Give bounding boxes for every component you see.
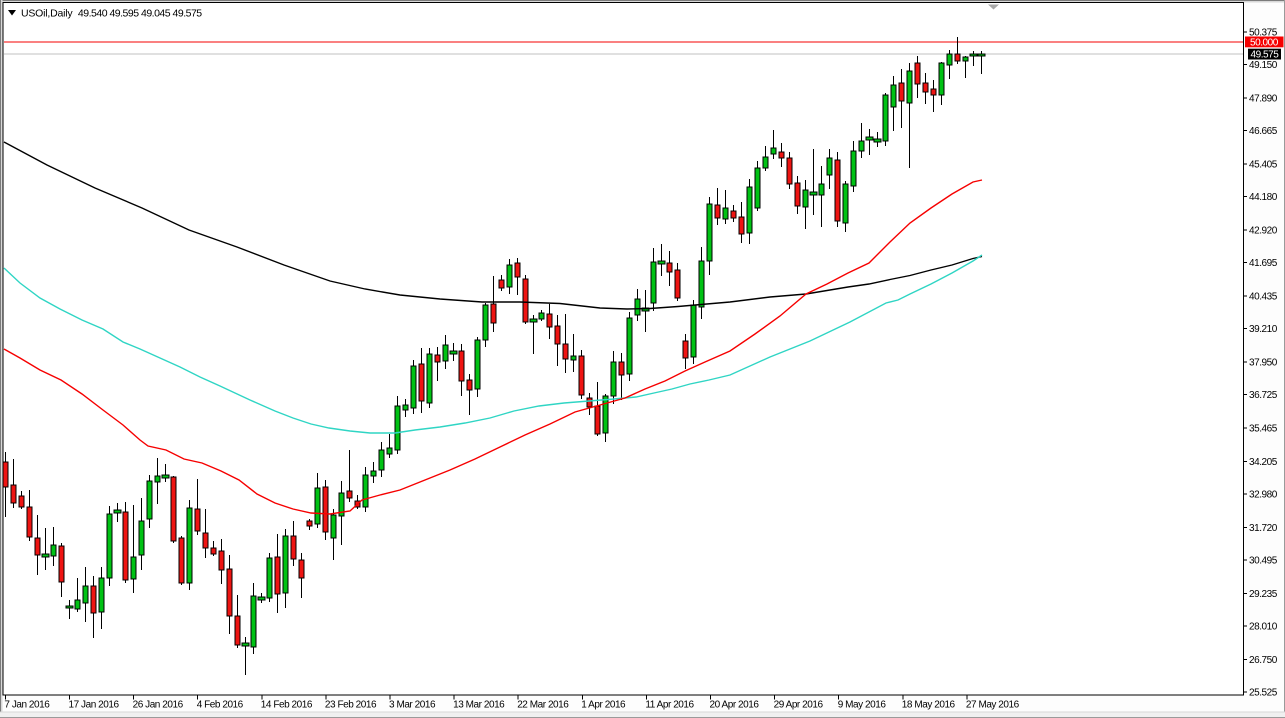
svg-text:26.750: 26.750: [1249, 655, 1278, 666]
svg-text:46.665: 46.665: [1249, 126, 1278, 137]
svg-text:49.575: 49.575: [1251, 50, 1280, 61]
svg-text:29 Apr 2016: 29 Apr 2016: [774, 700, 824, 711]
svg-text:11 Apr 2016: 11 Apr 2016: [645, 700, 694, 711]
svg-text:35.465: 35.465: [1249, 424, 1278, 435]
svg-text:USOil,Daily 49.540 49.595 49.: USOil,Daily 49.540 49.595 49.045 49.575: [21, 7, 202, 19]
svg-text:40.435: 40.435: [1249, 292, 1278, 303]
svg-text:9 May 2016: 9 May 2016: [838, 700, 887, 711]
svg-text:42.920: 42.920: [1249, 226, 1278, 237]
svg-text:30.495: 30.495: [1249, 556, 1278, 567]
svg-text:17 Jan 2016: 17 Jan 2016: [69, 700, 120, 711]
svg-text:26 Jan 2016: 26 Jan 2016: [133, 700, 184, 711]
svg-text:20 Apr 2016: 20 Apr 2016: [710, 700, 760, 711]
svg-text:32.980: 32.980: [1249, 490, 1278, 501]
svg-text:31.720: 31.720: [1249, 523, 1278, 534]
svg-text:34.205: 34.205: [1249, 457, 1278, 468]
svg-text:28.010: 28.010: [1249, 621, 1278, 632]
svg-text:50.000: 50.000: [1250, 37, 1279, 48]
svg-text:25.525: 25.525: [1249, 687, 1278, 698]
svg-text:41.695: 41.695: [1249, 258, 1278, 269]
svg-text:39.210: 39.210: [1249, 324, 1278, 335]
svg-text:4 Feb 2016: 4 Feb 2016: [197, 700, 244, 711]
svg-text:18 May 2016: 18 May 2016: [902, 700, 956, 711]
svg-text:27 May 2016: 27 May 2016: [966, 700, 1020, 711]
svg-text:44.180: 44.180: [1249, 192, 1278, 203]
svg-text:36.725: 36.725: [1249, 390, 1278, 401]
svg-text:49.150: 49.150: [1249, 60, 1278, 71]
svg-text:29.235: 29.235: [1249, 589, 1278, 600]
svg-text:7 Jan 2016: 7 Jan 2016: [4, 700, 50, 711]
svg-text:22 Mar 2016: 22 Mar 2016: [517, 700, 569, 711]
svg-text:45.405: 45.405: [1249, 160, 1278, 171]
svg-text:23 Feb 2016: 23 Feb 2016: [325, 700, 377, 711]
svg-text:1 Apr 2016: 1 Apr 2016: [581, 700, 626, 711]
svg-text:37.950: 37.950: [1249, 358, 1278, 369]
svg-text:3 Mar 2016: 3 Mar 2016: [389, 700, 436, 711]
svg-text:47.890: 47.890: [1249, 94, 1278, 105]
svg-text:14 Feb 2016: 14 Feb 2016: [261, 700, 313, 711]
svg-text:13 Mar 2016: 13 Mar 2016: [453, 700, 505, 711]
svg-text:50.375: 50.375: [1249, 28, 1278, 39]
